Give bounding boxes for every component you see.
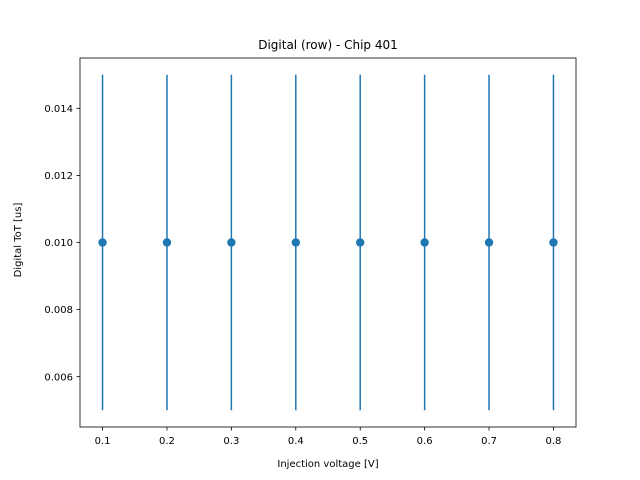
data-point: [484, 238, 494, 247]
chart-title: Digital (row) - Chip 401: [258, 38, 398, 52]
x-axis-label: Injection voltage [V]: [277, 459, 378, 470]
y-tick-label: 0.012: [44, 171, 73, 182]
x-tick-label: 0.2: [159, 436, 175, 447]
data-point: [291, 238, 300, 247]
data-point: [549, 238, 558, 247]
y-tick-label: 0.008: [44, 305, 73, 316]
x-tick-label: 0.3: [223, 436, 239, 447]
data-point: [98, 238, 107, 247]
x-axis: 0.1 0.2 0.3 0.4 0.5 0.6 0.7 0.8: [95, 427, 562, 447]
data-point: [227, 238, 236, 247]
data-point: [162, 238, 172, 247]
x-tick-label: 0.5: [352, 436, 368, 447]
x-tick-label: 0.1: [95, 436, 111, 447]
y-tick-label: 0.006: [44, 372, 73, 383]
x-tick-label: 0.6: [417, 436, 433, 447]
y-tick-label: 0.014: [44, 104, 73, 115]
data-point: [420, 238, 429, 247]
x-tick-label: 0.7: [481, 436, 497, 447]
y-axis: 0.006 0.008 0.010 0.012 0.014: [44, 104, 80, 383]
data-point: [356, 238, 365, 247]
x-tick-label: 0.8: [546, 436, 562, 447]
x-tick-label: 0.4: [288, 436, 304, 447]
y-tick-label: 0.010: [44, 238, 73, 249]
y-axis-label: Digital ToT [us]: [13, 203, 24, 278]
